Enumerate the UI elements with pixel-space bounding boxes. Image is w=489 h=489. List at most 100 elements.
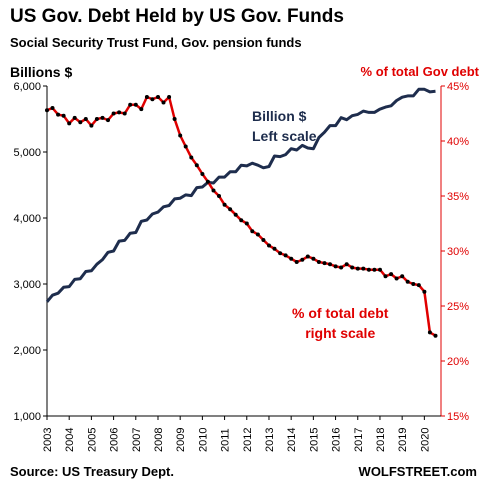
percent-data-point	[389, 272, 394, 277]
percent-data-point	[128, 102, 133, 107]
percent-data-point	[350, 265, 355, 270]
percent-data-point	[267, 243, 271, 248]
percent-data-point	[294, 260, 299, 264]
billion-series-line	[45, 87, 436, 303]
percent-data-point	[117, 110, 122, 115]
percent-series-line	[46, 95, 437, 337]
left-tick-label: 1,000	[13, 411, 41, 423]
x-tick-label: 2016	[331, 428, 343, 452]
x-tick-label: 2009	[175, 428, 187, 452]
percent-data-point	[372, 267, 377, 272]
percent-annotation-line-1: % of total debt	[292, 305, 389, 321]
percent-data-point	[122, 111, 127, 116]
percent-data-point	[344, 262, 349, 267]
percent-data-point	[133, 102, 138, 107]
x-tick-label: 2006	[109, 428, 121, 452]
left-tick-label: 3,000	[13, 279, 41, 291]
percent-data-point	[189, 155, 194, 160]
percent-data-point	[67, 121, 72, 126]
chart-title: US Gov. Debt Held by US Gov. Funds	[10, 6, 344, 27]
percent-data-point	[100, 115, 105, 120]
percent-data-point	[411, 282, 416, 286]
percent-data-point	[78, 120, 83, 125]
percent-data-point	[94, 117, 99, 121]
x-tick-label: 2020	[419, 428, 431, 452]
percent-data-point	[200, 172, 205, 176]
percent-data-point	[328, 262, 332, 267]
percent-data-point	[361, 266, 366, 271]
left-tick-label: 2,000	[13, 345, 41, 357]
percent-data-point	[311, 256, 316, 261]
percent-data-point	[378, 267, 382, 272]
x-tick-label: 2004	[64, 428, 76, 452]
brand-logo-text: WOLFSTREET.com	[358, 464, 477, 479]
percent-data-point	[89, 123, 94, 128]
percent-data-point	[233, 212, 238, 217]
percent-data-point	[272, 246, 277, 251]
x-tick-label: 2017	[353, 428, 365, 452]
chart-subtitle: Social Security Trust Fund, Gov. pension…	[10, 35, 302, 50]
billion-annotation-line-1: Billion $	[252, 108, 307, 124]
percent-data-point	[394, 276, 399, 281]
percent-data-point	[156, 95, 160, 99]
right-tick-label: 40%	[447, 136, 469, 148]
percent-data-point	[416, 283, 421, 288]
x-tick-label: 2012	[242, 428, 254, 452]
right-tick-label: 25%	[447, 301, 469, 313]
left-axis-label: Billions $	[10, 64, 73, 80]
percent-data-point	[355, 266, 360, 271]
source-note: Source: US Treasury Dept.	[10, 464, 174, 479]
percent-data-point	[56, 112, 61, 117]
percent-data-point	[322, 261, 327, 266]
percent-data-point	[278, 251, 283, 256]
percent-data-point	[150, 97, 155, 102]
x-tick-label: 2014	[286, 428, 298, 452]
percent-data-point	[144, 95, 149, 99]
percent-data-point	[283, 253, 288, 258]
percent-data-point	[183, 144, 188, 149]
x-tick-label: 2005	[86, 428, 98, 452]
percent-data-point	[383, 274, 388, 279]
percent-data-point	[261, 238, 266, 242]
left-tick-label: 6,000	[13, 81, 41, 93]
right-tick-label: 15%	[447, 411, 469, 423]
percent-data-point	[339, 265, 344, 270]
x-tick-label: 2003	[42, 428, 54, 452]
percent-data-point	[194, 163, 199, 168]
percent-data-point	[211, 188, 216, 193]
percent-data-point	[427, 330, 432, 335]
percent-data-point	[405, 279, 410, 284]
percent-annotation-line-2: right scale	[305, 325, 376, 341]
percent-data-point	[300, 257, 305, 262]
percent-data-point	[83, 117, 88, 121]
billion-series-annotation: Billion $ Left scale	[252, 106, 317, 146]
right-tick-label: 35%	[447, 191, 469, 203]
percent-data-point	[45, 108, 49, 113]
right-axis-label: % of total Gov debt	[360, 64, 479, 79]
percent-data-point	[178, 133, 183, 138]
percent-data-point	[250, 229, 255, 234]
x-tick-label: 2015	[308, 428, 320, 452]
right-tick-label: 30%	[447, 246, 469, 258]
percent-data-point	[289, 256, 294, 261]
percent-data-point	[244, 221, 249, 226]
percent-data-point	[239, 218, 244, 223]
percent-data-point	[255, 232, 260, 237]
x-tick-label: 2013	[264, 428, 276, 452]
left-tick-label: 4,000	[13, 213, 41, 225]
x-tick-label: 2008	[153, 428, 165, 452]
percent-data-point	[167, 95, 172, 99]
x-tick-label: 2019	[397, 428, 409, 452]
percent-data-point	[217, 194, 221, 198]
percent-data-point	[333, 264, 338, 269]
percent-data-point	[222, 202, 227, 207]
x-tick-label: 2018	[375, 428, 387, 452]
percent-data-point	[106, 118, 110, 123]
right-tick-label: 20%	[447, 356, 469, 368]
percent-data-point	[50, 106, 55, 110]
percent-data-point	[139, 107, 144, 112]
percent-data-point	[433, 333, 438, 338]
percent-data-point	[366, 267, 371, 272]
percent-data-point	[172, 117, 177, 121]
